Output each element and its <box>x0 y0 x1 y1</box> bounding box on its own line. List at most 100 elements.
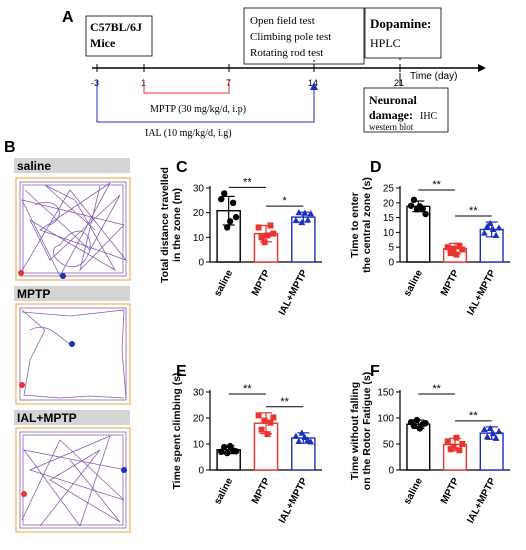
significance-label: * <box>283 195 288 207</box>
x-tick-label: IAL+MPTP <box>465 268 498 317</box>
data-point <box>444 438 451 445</box>
data-point <box>226 218 234 225</box>
data-point <box>307 438 315 445</box>
timeline-arrowhead <box>478 64 486 72</box>
y-axis-label: in the zone (m) <box>171 188 183 262</box>
chart-c: C 0 10 20 30 Total distance travelled in the … <box>159 159 322 317</box>
data-point <box>232 448 240 455</box>
timeline-axis-label: Time (day) <box>410 71 457 82</box>
significance-label: ** <box>469 205 478 217</box>
data-point <box>453 434 460 441</box>
track-start-dot <box>18 270 24 276</box>
data-point <box>489 225 497 233</box>
data-point <box>232 213 240 221</box>
data-point <box>258 234 265 241</box>
y-tick-label: 5 <box>388 243 394 254</box>
data-point <box>407 202 415 209</box>
data-point <box>258 426 265 433</box>
y-tick-label: 15 <box>383 213 395 224</box>
data-point <box>267 222 274 229</box>
y-axis-label: Time without falling <box>349 382 361 480</box>
data-point <box>486 424 494 431</box>
dopamine-method: HPLC <box>370 36 401 50</box>
x-tick-label: saline <box>212 476 235 507</box>
data-point <box>295 209 303 216</box>
y-tick-label: 20 <box>383 198 395 209</box>
y-tick-label: 100 <box>377 414 394 425</box>
data-point <box>480 229 488 236</box>
data-point <box>267 419 274 426</box>
data-point <box>223 449 231 457</box>
panel-label-b: B <box>4 139 16 156</box>
data-point <box>261 239 268 246</box>
data-point <box>480 425 488 433</box>
data-point <box>459 441 466 447</box>
track-path-mptp <box>19 307 127 401</box>
track-end-dot <box>69 341 75 347</box>
mice-box-line2: Mice <box>90 36 116 50</box>
x-tick-label: saline <box>402 268 425 299</box>
track-header-mptp <box>14 286 130 301</box>
x-tick-label: saline <box>212 268 235 299</box>
track-end-dot <box>121 467 127 473</box>
data-point <box>456 242 463 249</box>
track-path-saline <box>19 181 128 277</box>
dopamine-box <box>364 7 442 59</box>
y-axis-label: the central zone (s) <box>361 177 373 273</box>
data-point <box>492 231 500 238</box>
data-point <box>301 433 309 441</box>
track-arena-ial <box>15 427 131 533</box>
data-point <box>223 224 231 231</box>
track-title-saline: saline <box>17 159 51 173</box>
neuronal-title: Neuronal <box>369 93 417 107</box>
data-point <box>295 437 303 444</box>
tests-box-line2: Climbing pole test <box>250 31 331 43</box>
ial-label: IAL (10 mg/kg/d, i.g) <box>145 128 232 139</box>
ial-arrowhead <box>310 82 318 90</box>
neuronal-method1: IHC <box>420 111 438 122</box>
data-point <box>292 216 300 224</box>
x-tick-label: IAL+MPTP <box>465 476 498 525</box>
y-tick-label: 25 <box>383 184 395 195</box>
data-point <box>422 420 429 427</box>
x-tick-label: saline <box>402 476 425 507</box>
data-point <box>453 251 460 258</box>
mice-box-line1: C57BL/6J <box>90 20 142 34</box>
y-tick-label: 20 <box>193 208 205 219</box>
panel-label-a: A <box>62 9 74 26</box>
data-point <box>492 434 500 441</box>
track-arena-mptp <box>15 303 131 405</box>
y-tick-label: 150 <box>377 388 394 399</box>
y-tick-label: 30 <box>193 184 205 195</box>
neuronal-title2: damage: <box>369 108 413 122</box>
data-point <box>495 224 503 231</box>
data-point <box>292 432 300 439</box>
y-axis-label: Total distance travelled <box>159 167 171 283</box>
track-path-ial <box>19 431 127 529</box>
x-tick-label: IAL+MPTP <box>277 268 310 317</box>
significance-label: ** <box>469 410 478 422</box>
y-axis-label: Time spent climbing (s) <box>171 372 183 489</box>
panel-label-c: C <box>176 159 188 176</box>
y-axis-label: on the Rotor Fatigue (s) <box>361 372 373 490</box>
y-tick-label: 0 <box>198 466 204 477</box>
data-point <box>489 430 497 437</box>
panel-a: A C57BL/6J Mice Open field test Climbing… <box>62 7 486 139</box>
data-point <box>264 232 271 239</box>
y-tick-label: 0 <box>388 258 394 269</box>
track-header-ial <box>14 410 130 425</box>
tick-label: -3 <box>91 78 99 88</box>
data-point <box>450 245 457 252</box>
panel-label-d: D <box>370 159 382 176</box>
tick-label: 21 <box>394 78 404 88</box>
data-point <box>444 244 451 251</box>
mice-box <box>85 15 153 57</box>
x-tick-label: MPTP <box>250 268 273 298</box>
data-point <box>410 422 418 429</box>
y-tick-label: 10 <box>193 233 205 244</box>
significance-label: ** <box>432 383 441 395</box>
track-start-dot <box>21 491 27 497</box>
tick-label: 14 <box>308 78 318 88</box>
data-point <box>229 199 237 206</box>
